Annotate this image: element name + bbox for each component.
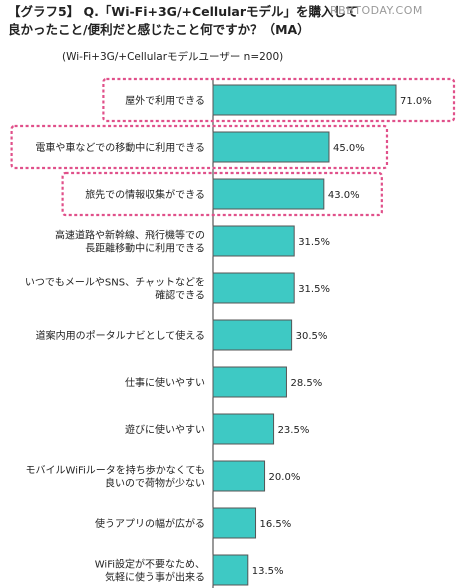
chart-subtitle: (Wi-Fi+3G/+Cellularモデルユーザー n=200)	[62, 51, 284, 63]
category-label: 電車や車などでの移動中に利用できる	[35, 141, 205, 154]
bar	[212, 272, 295, 304]
watermark: RBBTODAY.COM	[330, 4, 423, 17]
category-label: 気軽に使う事が出来る	[105, 571, 205, 584]
value-label: 23.5%	[278, 425, 310, 436]
highlight-frame	[102, 77, 456, 123]
value-label: 45.0%	[333, 143, 365, 154]
title-line-2: 良かったこと/便利だと感じたこと何ですか？（MA）	[8, 22, 310, 37]
bar	[212, 554, 249, 586]
bar	[212, 460, 266, 492]
value-label: 31.5%	[298, 284, 330, 295]
category-label: 良いので荷物が少ない	[105, 477, 205, 490]
highlight-frame	[61, 171, 383, 217]
category-label: モバイルWiFiルータを持ち歩かなくても	[26, 464, 205, 477]
category-label: 旅先での情報収集ができる	[85, 188, 205, 201]
bar	[212, 507, 257, 539]
category-label: 道案内用のポータルナビとして使える	[36, 329, 205, 342]
chart-title: 【グラフ5】 Q.「Wi-Fi+3G/+Cellularモデル」を購入して 良か…	[8, 3, 358, 39]
category-label: 長距離移動中に利用できる	[85, 242, 205, 255]
bar	[212, 178, 325, 210]
value-label: 16.5%	[260, 519, 292, 530]
category-label: 高速道路や新幹線、飛行機等での	[55, 229, 205, 242]
value-label: 31.5%	[298, 237, 330, 248]
highlight-frame	[10, 124, 389, 170]
bar	[212, 84, 397, 116]
value-label: 43.0%	[328, 190, 360, 201]
value-label: 20.0%	[269, 472, 301, 483]
value-label: 71.0%	[400, 96, 432, 107]
bar	[212, 225, 295, 257]
value-label: 30.5%	[296, 331, 328, 342]
bar	[212, 319, 293, 351]
title-line-1: 【グラフ5】 Q.「Wi-Fi+3G/+Cellularモデル」を購入して	[8, 4, 359, 19]
bar	[212, 131, 330, 163]
category-label: 使うアプリの幅が広がる	[95, 517, 205, 530]
category-label: 屋外で利用できる	[125, 95, 205, 107]
category-label: 仕事に使いやすい	[125, 376, 205, 389]
bar	[212, 366, 287, 398]
value-label: 28.5%	[290, 378, 322, 389]
category-label: いつでもメールやSNS、チャットなどを	[25, 277, 205, 289]
category-label: 確認できる	[155, 289, 205, 302]
bar	[212, 413, 275, 445]
category-label: 遊びに使いやすい	[125, 423, 205, 436]
category-label: WiFi設定が不要なため、	[95, 558, 205, 571]
value-label: 13.5%	[252, 566, 284, 577]
